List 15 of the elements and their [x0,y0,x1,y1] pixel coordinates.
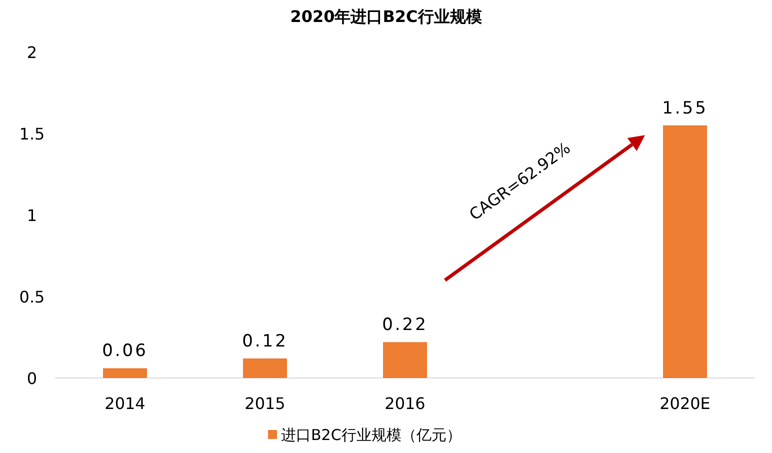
x-tick-label: 2015 [244,394,286,413]
y-tick-label: 1.5 [19,124,45,144]
data-label: 1.55 [662,98,708,118]
data-label: 0.06 [102,341,148,362]
data-label: 0.12 [242,331,288,352]
x-tick-label: 2014 [104,394,146,413]
y-tick-label: 1 [26,206,38,225]
legend-label: 进口B2C行业规模（亿元） [281,426,462,444]
data-label: 0.22 [382,315,428,336]
y-tick-label: 0.5 [19,288,45,306]
y-tick-label: 0 [26,369,38,388]
y-tick-label: 2 [26,43,38,62]
x-tick-label: 2020E [660,394,710,413]
x-tick-label: 2016 [384,394,426,413]
chart-title: 2020年进口B2C行业规模 [290,7,482,26]
